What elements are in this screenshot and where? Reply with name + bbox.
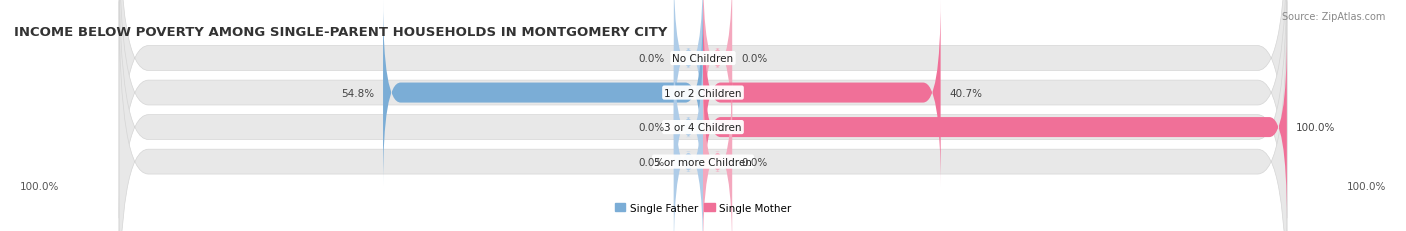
- Text: 0.0%: 0.0%: [638, 54, 665, 64]
- FancyBboxPatch shape: [703, 0, 733, 152]
- FancyBboxPatch shape: [673, 34, 703, 221]
- Legend: Single Father, Single Mother: Single Father, Single Mother: [610, 198, 796, 217]
- FancyBboxPatch shape: [120, 0, 1286, 231]
- Text: Source: ZipAtlas.com: Source: ZipAtlas.com: [1281, 12, 1385, 21]
- FancyBboxPatch shape: [382, 0, 703, 186]
- FancyBboxPatch shape: [703, 34, 1286, 221]
- Text: 0.0%: 0.0%: [741, 54, 768, 64]
- Text: No Children: No Children: [672, 54, 734, 64]
- Text: 0.0%: 0.0%: [638, 123, 665, 133]
- Text: INCOME BELOW POVERTY AMONG SINGLE-PARENT HOUSEHOLDS IN MONTGOMERY CITY: INCOME BELOW POVERTY AMONG SINGLE-PARENT…: [14, 26, 668, 39]
- Text: 0.0%: 0.0%: [638, 157, 665, 167]
- Text: 0.0%: 0.0%: [741, 157, 768, 167]
- Text: 1 or 2 Children: 1 or 2 Children: [664, 88, 742, 98]
- FancyBboxPatch shape: [703, 0, 941, 186]
- FancyBboxPatch shape: [673, 69, 703, 231]
- Text: 3 or 4 Children: 3 or 4 Children: [664, 123, 742, 133]
- Text: 54.8%: 54.8%: [342, 88, 374, 98]
- FancyBboxPatch shape: [673, 0, 703, 152]
- Text: 100.0%: 100.0%: [1347, 182, 1386, 192]
- Text: 100.0%: 100.0%: [1295, 123, 1334, 133]
- Text: 40.7%: 40.7%: [949, 88, 983, 98]
- FancyBboxPatch shape: [120, 0, 1286, 218]
- Text: 100.0%: 100.0%: [20, 182, 59, 192]
- FancyBboxPatch shape: [120, 2, 1286, 231]
- Text: 5 or more Children: 5 or more Children: [654, 157, 752, 167]
- FancyBboxPatch shape: [703, 69, 733, 231]
- FancyBboxPatch shape: [120, 0, 1286, 231]
